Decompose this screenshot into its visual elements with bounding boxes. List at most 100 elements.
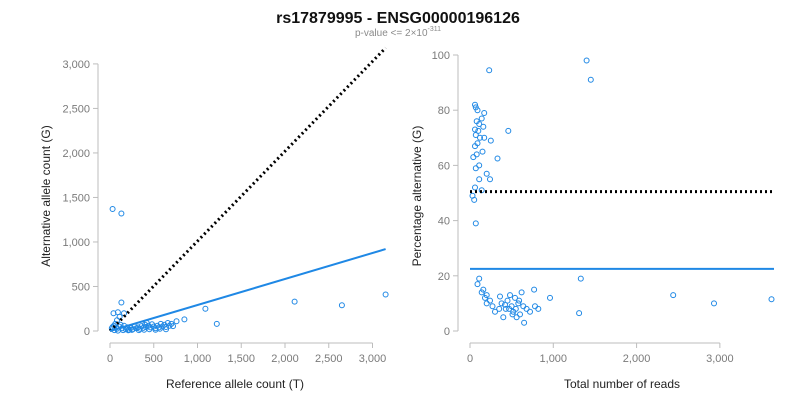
y-tick-label: 2,500 [62,103,90,115]
data-point [483,300,490,307]
data-point [382,291,389,298]
data-point [472,132,479,138]
x-axis-label: Reference allele count (T) [166,377,304,391]
data-point [173,318,180,325]
data-point [547,294,553,301]
y-tick-label: 100 [432,50,450,62]
data-point [476,121,483,127]
data-point [483,170,490,177]
x-tick-label: 2,500 [315,353,343,365]
data-point [520,303,527,310]
x-tick-label: 3,000 [706,353,734,365]
reference-line [108,46,387,333]
data-point [478,115,485,122]
data-point [521,319,528,326]
data-point [507,292,513,299]
chart-title: rs17879995 - ENSG00000196126 [276,10,520,27]
data-point [481,110,488,116]
x-tick-label: 1,000 [184,353,212,365]
data-point [477,134,483,141]
data-point [489,303,496,310]
x-tick-label: 2,000 [271,353,299,365]
data-point [291,298,298,305]
data-point [768,296,775,303]
data-point [494,155,501,162]
data-point [471,196,478,203]
data-point [517,311,523,318]
data-point [508,303,515,310]
y-tick-label: 500 [72,281,90,293]
data-point [473,151,480,158]
data-point [500,314,507,321]
data-point [502,305,509,312]
data-point [576,310,583,317]
data-point [472,143,478,150]
data-point [166,322,173,329]
x-tick-label: 1,500 [227,353,255,365]
data-point [505,127,512,134]
y-tick-label: 0 [444,326,450,338]
data-point [128,326,135,333]
y-tick-label: 60 [438,160,450,172]
y-tick-label: 0 [84,326,90,338]
data-point [338,302,345,309]
data-point [487,176,493,183]
data-point [474,107,481,114]
data-point [509,311,516,318]
y-tick-label: 40 [438,216,450,228]
data-point [670,292,677,299]
data-point [587,76,594,83]
data-point [472,220,479,227]
data-point [502,301,508,308]
data-point [487,297,493,304]
data-point [476,176,483,183]
data-point [512,305,519,312]
y-tick-label: 1,500 [62,192,90,204]
data-point [482,294,488,301]
data-point [181,316,188,323]
data-point [470,154,477,161]
left-scatter-panel: 0 500 1,000 1,500 2,000 2,500 3,000 0 500 1,000 1,… [39,46,389,391]
x-tick-label: 0 [467,353,473,365]
x-tick-label: 500 [145,353,163,365]
data-point [472,101,478,108]
data-point [532,303,538,310]
fit-line [109,248,386,332]
data-point [472,126,478,133]
data-point [513,314,520,321]
data-point [163,326,169,333]
data-point [156,325,163,332]
data-point [478,289,485,296]
data-point [518,289,525,296]
y-tick-label: 3,000 [62,59,90,71]
chart-subtitle: p-value <= 2×10-311 [355,26,441,39]
data-point [515,300,522,307]
x-tick-label: 0 [107,353,113,365]
y-axis-label: Percentage alternative (G) [410,126,424,267]
data-point [523,305,530,312]
subtitle-times: × [411,28,417,39]
subtitle-base: 10 [416,28,428,39]
data-point [527,308,533,315]
data-point [118,299,125,306]
data-point [472,184,478,191]
data-point [512,294,518,301]
x-tick-label: 2,000 [623,353,651,365]
x-axis-label: Total number of reads [564,377,680,391]
data-point [577,275,584,282]
data-point [146,326,153,333]
data-point [516,297,523,304]
data-point [118,210,125,217]
data-point [531,286,538,293]
data-point [535,305,542,312]
data-point [125,327,132,334]
data-point [497,293,503,300]
data-point [487,137,494,144]
data-point [480,123,487,130]
y-tick-label: 2,000 [62,148,90,160]
data-point [504,297,511,304]
data-point [583,57,590,64]
y-tick-label: 80 [438,105,450,117]
subtitle-prefix: p-value <= 2 [355,28,411,39]
